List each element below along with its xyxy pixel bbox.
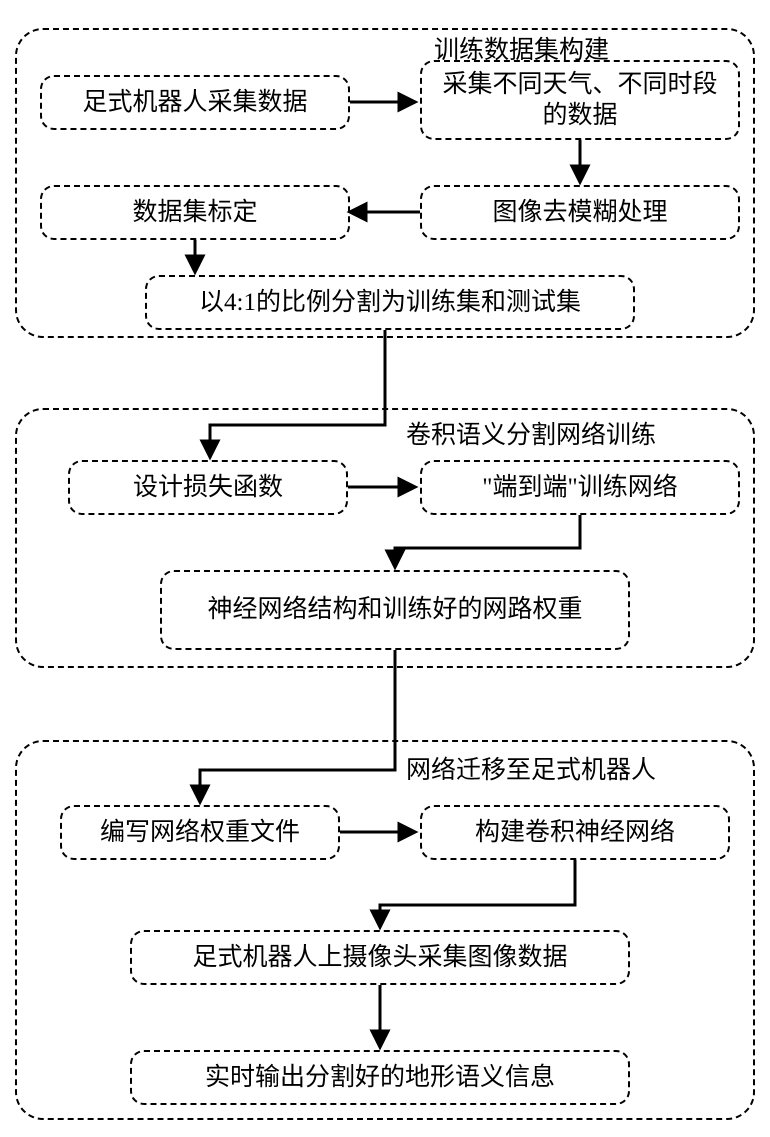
group-title: 网络迁移至足式机器人 (402, 750, 660, 786)
node-label: 设计损失函数 (133, 472, 283, 503)
node-label: 实时输出分割好的地形语义信息 (205, 1062, 555, 1093)
node-label: 足式机器人上摄像头采集图像数据 (192, 942, 567, 973)
flowchart-canvas: 训练数据集构建 卷积语义分割网络训练 网络迁移至足式机器人 足式机器人采集数据 … (0, 0, 770, 1137)
node-label: 采集不同天气、不同时段的数据 (432, 69, 728, 132)
flow-node: 构建卷积神经网络 (420, 805, 730, 860)
flow-node: "端到端"训练网络 (420, 460, 740, 515)
node-label: 构建卷积神经网络 (475, 817, 675, 848)
flow-node: 采集不同天气、不同时段的数据 (420, 60, 740, 140)
flow-node: 实时输出分割好的地形语义信息 (130, 1050, 630, 1105)
flow-node: 以4:1的比例分割为训练集和测试集 (145, 275, 635, 330)
node-label: 图像去模糊处理 (492, 197, 667, 228)
flow-node: 图像去模糊处理 (420, 185, 740, 240)
flow-node: 足式机器人采集数据 (40, 75, 350, 130)
flow-node: 足式机器人上摄像头采集图像数据 (130, 930, 630, 985)
node-label: 足式机器人采集数据 (82, 87, 307, 118)
node-label: 以4:1的比例分割为训练集和测试集 (199, 287, 581, 318)
node-label: 神经网络结构和训练好的网路权重 (207, 594, 582, 625)
flow-node: 神经网络结构和训练好的网路权重 (160, 570, 630, 650)
node-label: 数据集标定 (132, 197, 257, 228)
group-title: 卷积语义分割网络训练 (402, 415, 660, 451)
node-label: 编写网络权重文件 (100, 817, 300, 848)
flow-node: 编写网络权重文件 (60, 805, 340, 860)
node-label: "端到端"训练网络 (482, 472, 677, 503)
flow-node: 设计损失函数 (68, 460, 348, 515)
flow-node: 数据集标定 (40, 185, 350, 240)
